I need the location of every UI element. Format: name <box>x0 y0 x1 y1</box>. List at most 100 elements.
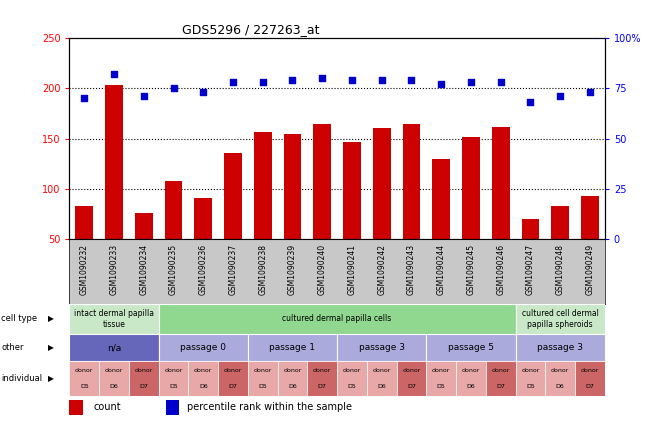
Text: donor: donor <box>403 368 420 374</box>
Text: GDS5296 / 227263_at: GDS5296 / 227263_at <box>182 23 320 36</box>
Text: D7: D7 <box>496 384 505 389</box>
Text: D7: D7 <box>229 384 237 389</box>
Text: GSM1090243: GSM1090243 <box>407 244 416 296</box>
Bar <box>105 85 123 239</box>
Text: D6: D6 <box>556 384 564 389</box>
Text: cultured cell dermal
papilla spheroids: cultured cell dermal papilla spheroids <box>522 309 599 329</box>
Text: GSM1090234: GSM1090234 <box>139 244 148 296</box>
Bar <box>224 153 242 239</box>
Text: passage 1: passage 1 <box>270 343 315 352</box>
Text: passage 3: passage 3 <box>537 343 583 352</box>
Text: passage 3: passage 3 <box>359 343 405 352</box>
Text: donor: donor <box>194 368 212 374</box>
Text: GSM1090248: GSM1090248 <box>556 244 564 295</box>
Point <box>108 71 120 78</box>
Text: D6: D6 <box>377 384 386 389</box>
Text: GSM1090242: GSM1090242 <box>377 244 386 295</box>
Text: D6: D6 <box>288 384 297 389</box>
Point <box>317 75 328 82</box>
Point <box>407 77 417 84</box>
Bar <box>159 334 248 361</box>
Text: GSM1090247: GSM1090247 <box>526 244 535 296</box>
Bar <box>129 361 159 396</box>
Bar <box>426 361 456 396</box>
Text: cell type: cell type <box>1 314 38 324</box>
Text: intact dermal papilla
tissue: intact dermal papilla tissue <box>74 309 154 329</box>
Text: ▶: ▶ <box>48 314 54 324</box>
Text: donor: donor <box>165 368 182 374</box>
Text: count: count <box>93 402 121 412</box>
Text: GSM1090232: GSM1090232 <box>80 244 89 295</box>
Text: D5: D5 <box>348 384 356 389</box>
Point <box>496 79 506 86</box>
Bar <box>159 304 516 334</box>
Text: GSM1090233: GSM1090233 <box>110 244 118 296</box>
Text: D7: D7 <box>586 384 594 389</box>
Text: GSM1090235: GSM1090235 <box>169 244 178 296</box>
Bar <box>278 361 307 396</box>
Bar <box>551 206 569 239</box>
Bar <box>492 126 510 239</box>
Text: donor: donor <box>224 368 242 374</box>
Bar <box>522 219 539 239</box>
Bar <box>135 213 153 239</box>
Bar <box>462 137 480 239</box>
Text: donor: donor <box>373 368 391 374</box>
Text: D6: D6 <box>199 384 208 389</box>
Text: GSM1090239: GSM1090239 <box>288 244 297 296</box>
Text: donor: donor <box>551 368 569 374</box>
Point <box>525 99 536 106</box>
Text: individual: individual <box>1 374 42 383</box>
Bar <box>337 334 426 361</box>
Bar <box>403 124 420 239</box>
Bar <box>432 159 450 239</box>
Text: donor: donor <box>135 368 153 374</box>
Bar <box>69 401 83 415</box>
Point <box>288 77 298 84</box>
Text: cultured dermal papilla cells: cultured dermal papilla cells <box>282 314 392 324</box>
Point <box>466 79 477 86</box>
Bar <box>581 196 599 239</box>
Bar <box>69 361 99 396</box>
Bar <box>159 361 188 396</box>
Text: D6: D6 <box>110 384 118 389</box>
Bar <box>69 334 159 361</box>
Text: donor: donor <box>75 368 93 374</box>
Bar <box>99 361 129 396</box>
Text: percentile rank within the sample: percentile rank within the sample <box>187 402 352 412</box>
Bar <box>254 132 272 239</box>
Text: D5: D5 <box>437 384 446 389</box>
Bar <box>373 128 391 239</box>
Text: n/a: n/a <box>107 343 121 352</box>
Text: donor: donor <box>284 368 301 374</box>
Text: donor: donor <box>522 368 539 374</box>
Text: GSM1090245: GSM1090245 <box>467 244 475 296</box>
Bar <box>165 181 182 239</box>
Bar <box>337 361 367 396</box>
Text: donor: donor <box>313 368 331 374</box>
Text: D5: D5 <box>80 384 89 389</box>
Text: D6: D6 <box>467 384 475 389</box>
Bar <box>397 361 426 396</box>
Text: donor: donor <box>432 368 450 374</box>
Text: D7: D7 <box>139 384 148 389</box>
Text: D7: D7 <box>318 384 327 389</box>
Text: D5: D5 <box>169 384 178 389</box>
Point <box>79 95 90 102</box>
Point <box>347 77 358 84</box>
Point <box>227 79 239 86</box>
Text: donor: donor <box>343 368 361 374</box>
Bar <box>248 361 278 396</box>
Text: donor: donor <box>462 368 480 374</box>
Point <box>436 81 447 88</box>
Text: D5: D5 <box>526 384 535 389</box>
Text: GSM1090246: GSM1090246 <box>496 244 505 296</box>
Bar <box>343 142 361 239</box>
Point <box>585 89 596 96</box>
Bar <box>69 304 159 334</box>
Text: GSM1090238: GSM1090238 <box>258 244 267 295</box>
Text: GSM1090237: GSM1090237 <box>229 244 237 296</box>
Point <box>377 77 387 84</box>
Point <box>198 89 209 96</box>
Text: donor: donor <box>105 368 123 374</box>
